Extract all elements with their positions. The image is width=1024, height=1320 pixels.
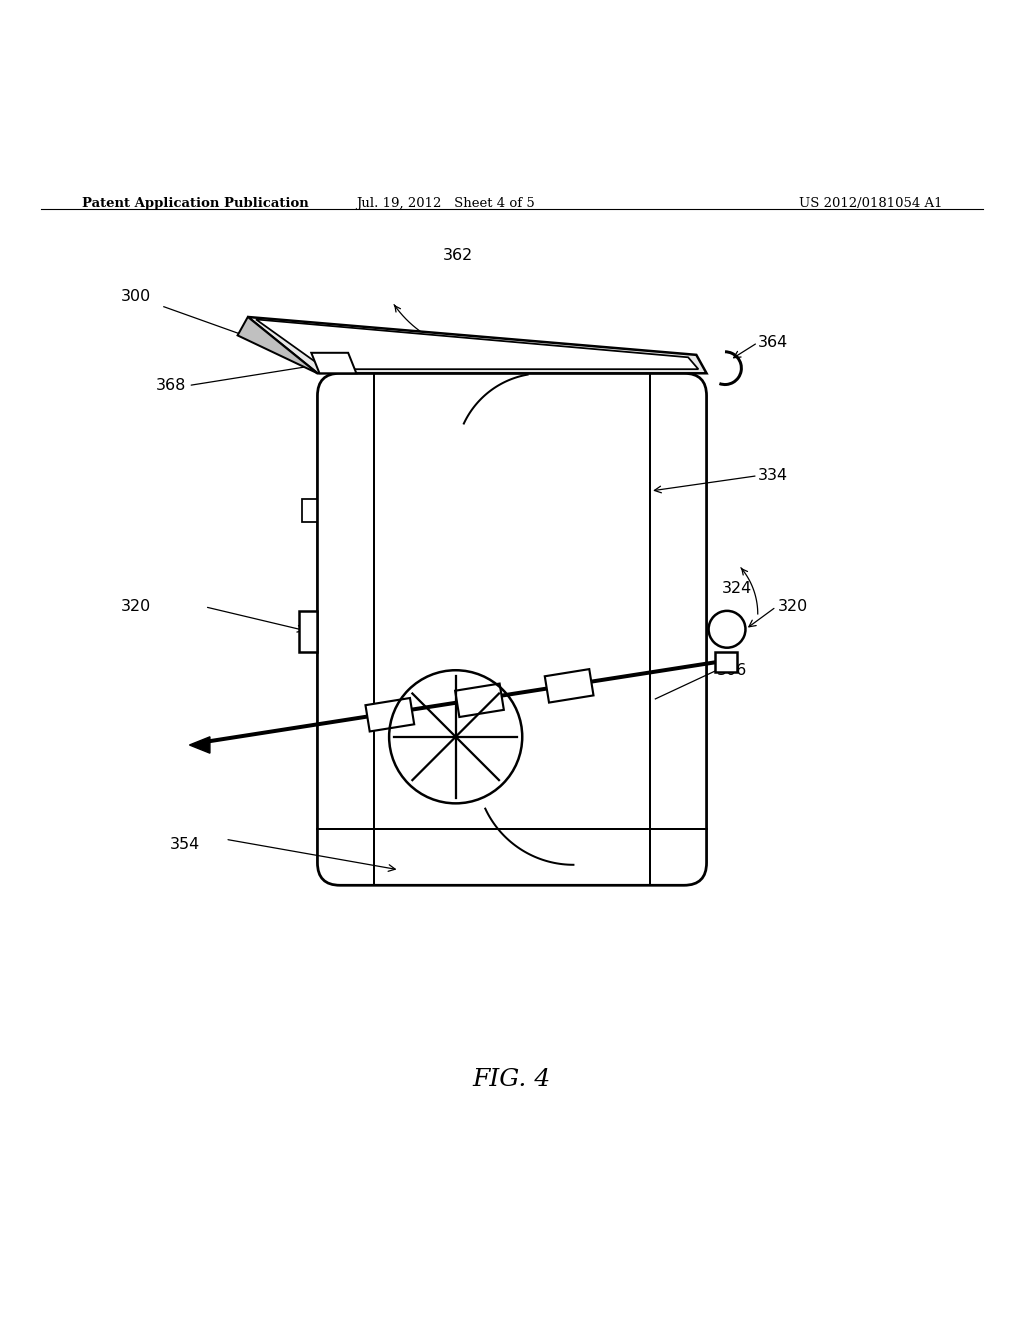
FancyBboxPatch shape [302, 499, 317, 521]
Text: 300: 300 [121, 289, 152, 304]
Text: 324: 324 [722, 581, 753, 595]
Text: 368: 368 [156, 378, 186, 393]
Polygon shape [545, 669, 594, 702]
Polygon shape [455, 684, 504, 717]
Text: 334: 334 [758, 469, 787, 483]
Text: FIG. 4: FIG. 4 [473, 1068, 551, 1092]
Polygon shape [238, 317, 317, 374]
Text: Patent Application Publication: Patent Application Publication [82, 197, 308, 210]
Text: 354: 354 [169, 837, 200, 851]
Polygon shape [311, 352, 356, 374]
Polygon shape [256, 319, 698, 370]
FancyBboxPatch shape [299, 611, 317, 652]
Text: 320: 320 [121, 599, 152, 614]
Polygon shape [189, 737, 210, 754]
Polygon shape [715, 652, 737, 672]
Text: Jul. 19, 2012   Sheet 4 of 5: Jul. 19, 2012 Sheet 4 of 5 [356, 197, 535, 210]
Text: US 2012/0181054 A1: US 2012/0181054 A1 [799, 197, 942, 210]
Text: 306: 306 [717, 663, 748, 677]
Text: 362: 362 [442, 248, 473, 263]
Text: 364: 364 [758, 335, 788, 350]
Polygon shape [248, 317, 707, 374]
Text: 320: 320 [778, 599, 809, 614]
FancyBboxPatch shape [317, 374, 707, 886]
Polygon shape [366, 698, 414, 731]
